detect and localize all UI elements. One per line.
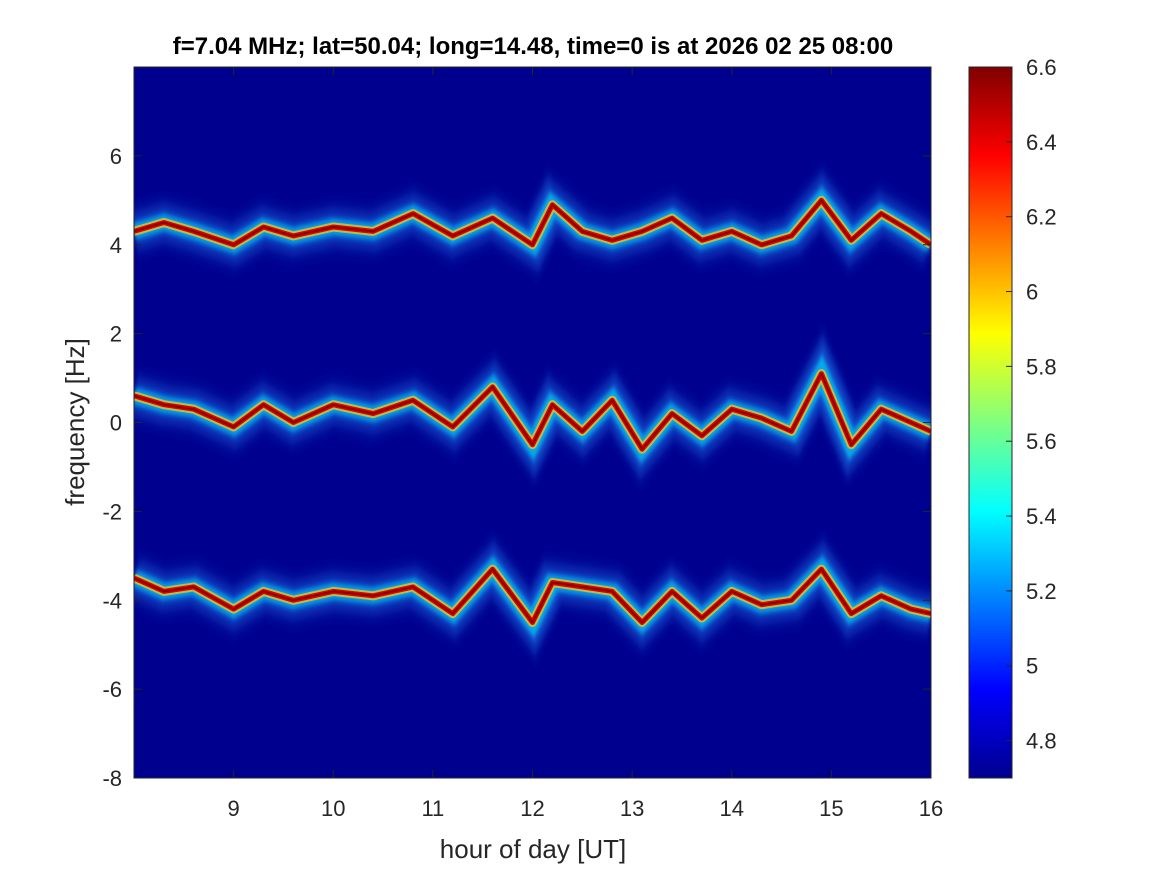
x-tick-label: 15 xyxy=(819,796,843,821)
colorbar-tick-label: 4.8 xyxy=(1026,729,1057,754)
y-tick-label: -4 xyxy=(102,588,122,613)
y-tick-label: 0 xyxy=(110,411,122,436)
x-tick-label: 10 xyxy=(321,796,345,821)
y-tick-label: -8 xyxy=(102,766,122,791)
y-tick-label: 4 xyxy=(110,233,122,258)
chart-title: f=7.04 MHz; lat=50.04; long=14.48, time=… xyxy=(173,33,893,60)
x-tick-label: 16 xyxy=(919,796,943,821)
y-tick-label: 2 xyxy=(110,322,122,347)
x-tick-label: 14 xyxy=(720,796,744,821)
colorbar xyxy=(968,66,1013,779)
colorbar-tick-label: 5 xyxy=(1026,654,1038,679)
trace-1-center xyxy=(134,199,931,246)
spectrogram-traces xyxy=(134,176,931,652)
y-tick-label: -6 xyxy=(102,677,122,702)
colorbar-tick-label: 6.6 xyxy=(1026,55,1057,80)
colorbar-ticks: 4.8 5 5.2 5.4 5.6 5.8 6 6.2 6.4 6.6 xyxy=(1006,55,1057,754)
trace-3-center xyxy=(134,568,931,624)
colorbar-tick-label: 6.2 xyxy=(1026,205,1057,230)
y-tick-label: 6 xyxy=(110,144,122,169)
y-tick-label: -2 xyxy=(102,499,122,524)
x-axis-label: hour of day [UT] xyxy=(440,834,626,864)
x-tick-label: 11 xyxy=(421,796,444,821)
x-tick-label: 9 xyxy=(228,796,240,821)
colorbar-tick-label: 5.8 xyxy=(1026,354,1057,379)
x-axis-ticks: 9 10 11 12 13 14 15 16 xyxy=(228,67,943,821)
x-tick-label: 13 xyxy=(620,796,644,821)
colorbar-tick-label: 5.6 xyxy=(1026,429,1057,454)
colorbar-tick-label: 6 xyxy=(1026,280,1038,305)
x-tick-label: 12 xyxy=(520,796,544,821)
colorbar-tick-label: 6.4 xyxy=(1026,130,1057,155)
trace-2-center xyxy=(134,372,931,451)
y-axis-label: frequency [Hz] xyxy=(60,338,90,506)
colorbar-tick-label: 5.4 xyxy=(1026,504,1057,529)
y-axis-ticks: -8 -6 -4 -2 0 2 4 6 xyxy=(102,144,931,791)
colorbar-tick-label: 5.2 xyxy=(1026,579,1057,604)
